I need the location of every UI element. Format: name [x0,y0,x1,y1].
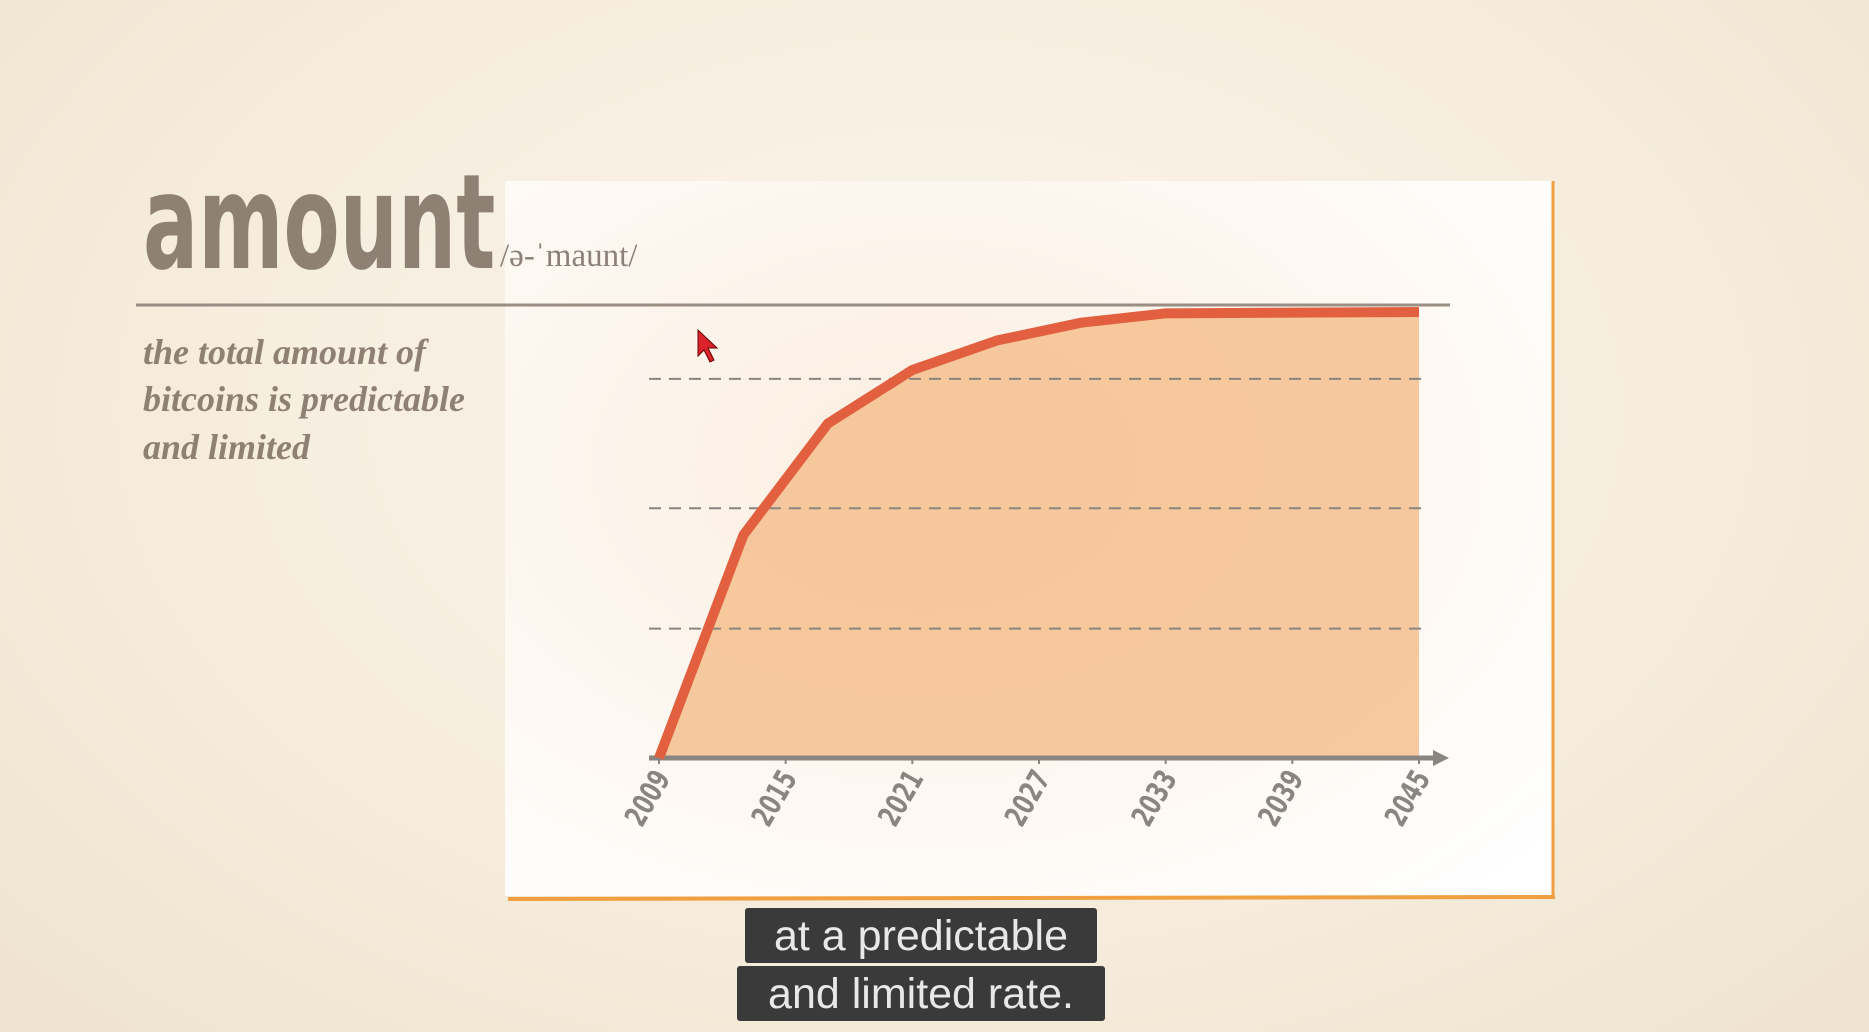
card-edge [507,895,1556,901]
definition-line: the total amount of [143,332,429,372]
caption-box [745,908,1097,963]
title: amount [143,145,495,299]
line [654,307,1420,760]
pronunciation: /ə-ˈmaunt/ [500,238,638,274]
caption: and limited rate. [768,970,1074,1018]
caption-box [737,966,1105,1021]
definition-line: bitcoins is predictable [143,379,465,419]
x-axis-arrow [1433,750,1449,766]
cursor [697,328,719,363]
area [659,312,1419,758]
definition-line: and limited [143,427,311,467]
caption: at a predictable [774,912,1068,960]
